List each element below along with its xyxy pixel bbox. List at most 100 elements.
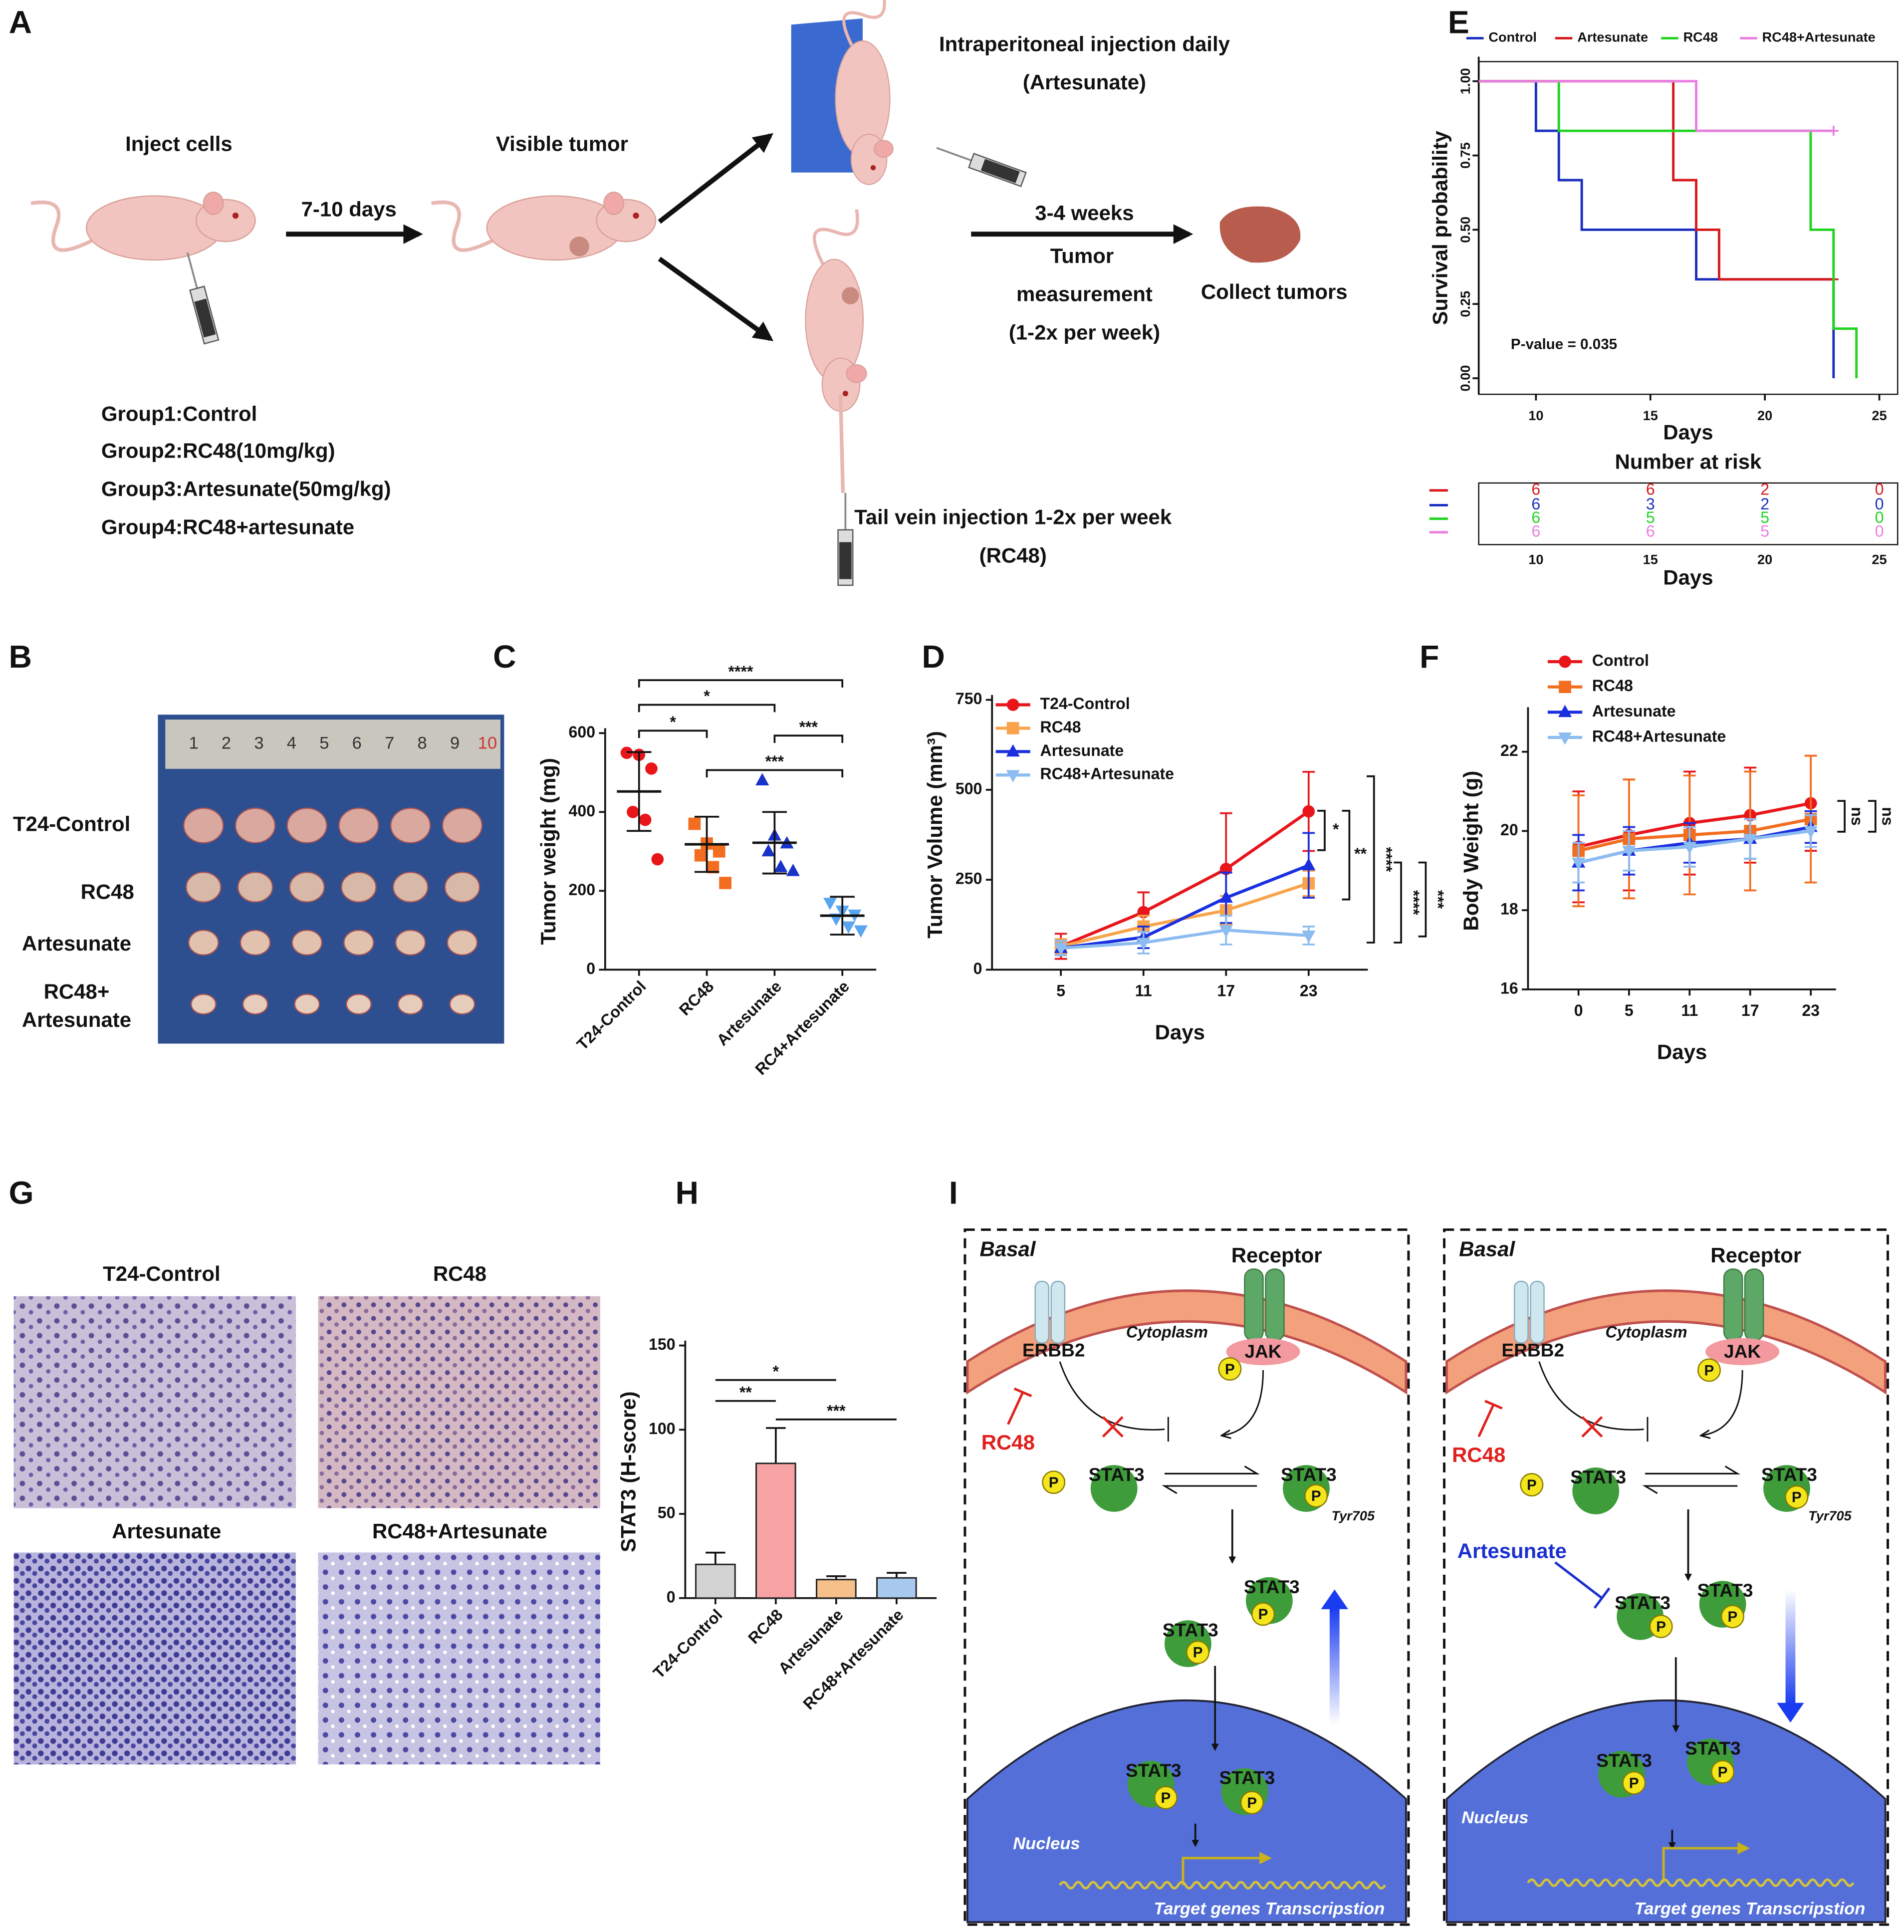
phosphate <box>1251 1602 1275 1626</box>
y-axis-label: STAT3 (H-score) <box>616 1391 640 1552</box>
row-label: Artesunate <box>22 1008 131 1031</box>
x-tick-label: RC48+Artesunate <box>799 1606 907 1713</box>
sig-label: * <box>773 1362 779 1380</box>
phosphate-label: P <box>1193 1645 1203 1661</box>
legend-label: Control <box>1592 652 1649 670</box>
group-label: Group1:Control <box>101 402 257 425</box>
step-label: 3-4 weeks <box>1035 201 1134 225</box>
x-tick-label: 25 <box>1872 552 1887 567</box>
sig-bracket <box>1342 810 1351 901</box>
sig-label: ** <box>1354 845 1367 863</box>
risk-count: 2 <box>1760 480 1769 498</box>
panel-letter: I <box>949 1175 958 1210</box>
error-bar <box>706 1551 725 1565</box>
sig-bracket <box>773 734 844 743</box>
series-line <box>1060 810 1310 948</box>
equilibrium <box>1162 1465 1260 1494</box>
ruler-number: 5 <box>319 734 329 753</box>
panel-frame <box>963 1228 1410 1926</box>
tumor <box>235 807 276 844</box>
marker <box>774 860 788 872</box>
phosphate <box>1697 1358 1721 1382</box>
ruler-number: 3 <box>254 734 263 753</box>
legend-label: RC48 <box>1683 29 1718 45</box>
ihc-title: Artesunate <box>112 1519 221 1543</box>
x-tick-label: RC48 <box>676 977 717 1019</box>
marker <box>1302 805 1315 818</box>
mouse <box>805 209 867 412</box>
x-tick-label: 23 <box>1300 981 1318 999</box>
phosphate-label: P <box>1656 1619 1666 1635</box>
trend-arrow <box>1785 1589 1796 1704</box>
basal-label: Basal <box>1459 1237 1515 1261</box>
tumor <box>449 993 476 1015</box>
activation-curve <box>1702 1370 1743 1436</box>
tumor <box>390 807 431 844</box>
tumor <box>392 872 429 903</box>
erbb2-label: ERBB2 <box>1502 1340 1565 1361</box>
panel-frame <box>1443 1228 1889 1926</box>
dna <box>1058 1881 1387 1890</box>
phosphate <box>1785 1485 1809 1509</box>
error-bar <box>694 815 719 873</box>
phosphate-label: P <box>1718 1764 1728 1780</box>
nucleus-label: Nucleus <box>1013 1834 1080 1853</box>
y-tick-label: 600 <box>569 723 596 741</box>
group-label: Group3:Artesunate(50mg/kg) <box>101 477 391 500</box>
x-tick-label: 17 <box>1741 1001 1759 1019</box>
sig-label: **** <box>1405 890 1423 915</box>
site-label: Tyr705 <box>1808 1508 1852 1523</box>
stat3-label: STAT3 <box>1615 1592 1670 1613</box>
tail-line <box>838 394 845 493</box>
marker <box>1137 938 1151 951</box>
marker <box>627 805 639 818</box>
syringe <box>186 252 220 345</box>
erbb2-receptor <box>1034 1280 1050 1344</box>
row-label: T24-Control <box>13 812 130 836</box>
sig-bracket <box>1394 861 1402 944</box>
transcription-arrow <box>1182 1852 1272 1886</box>
marker <box>761 844 775 857</box>
series-line <box>1060 864 1309 950</box>
ruler-number: 7 <box>385 734 394 753</box>
mouse-ear <box>203 191 224 215</box>
sig-bracket <box>638 679 844 688</box>
mouse-eye <box>870 165 876 171</box>
phosphate <box>1622 1771 1646 1795</box>
mouse <box>835 0 894 185</box>
y-tick-label: 150 <box>649 1335 676 1353</box>
x-tick-label: 15 <box>1643 552 1658 567</box>
mouse-tail <box>30 200 94 252</box>
phosphate <box>1520 1473 1544 1497</box>
risk-count: 5 <box>1760 522 1769 540</box>
risk-count: 6 <box>1531 508 1540 526</box>
y-axis-label: Tumor weight (mg) <box>536 758 560 945</box>
row-label: Artesunate <box>22 932 131 955</box>
phosphate <box>1218 1357 1242 1381</box>
x-tick-label: 20 <box>1757 552 1772 567</box>
group-label: Group2:RC48(10mg/kg) <box>101 439 335 462</box>
needle <box>936 147 972 162</box>
mouse-eye <box>842 391 848 397</box>
step-label: Intraperitoneal injection daily <box>939 32 1230 55</box>
risk-count: 0 <box>1875 508 1884 526</box>
legend-label: RC48+Artesunate <box>1040 765 1174 783</box>
erbb2-label: ERBB2 <box>1022 1340 1085 1361</box>
risk-count: 3 <box>1646 495 1655 513</box>
marker <box>1219 890 1233 903</box>
marker <box>786 864 800 876</box>
marker <box>1006 722 1019 734</box>
sig-label: ns <box>1879 807 1897 825</box>
phosphate <box>1186 1640 1210 1664</box>
tumor <box>341 872 377 903</box>
artesunate-label: Artesunate <box>1457 1539 1567 1563</box>
legend-label: Artesunate <box>1040 741 1124 759</box>
sig-bracket <box>638 729 708 738</box>
nucleus <box>966 1699 1407 1924</box>
error-bar <box>766 1427 786 1463</box>
panel-letter: B <box>9 639 32 675</box>
stat3-label: STAT3 <box>1596 1750 1652 1771</box>
legend-label: Artesunate <box>1592 702 1676 720</box>
y-tick-label: 0 <box>667 1588 676 1606</box>
trend-arrowhead <box>1777 1702 1804 1723</box>
